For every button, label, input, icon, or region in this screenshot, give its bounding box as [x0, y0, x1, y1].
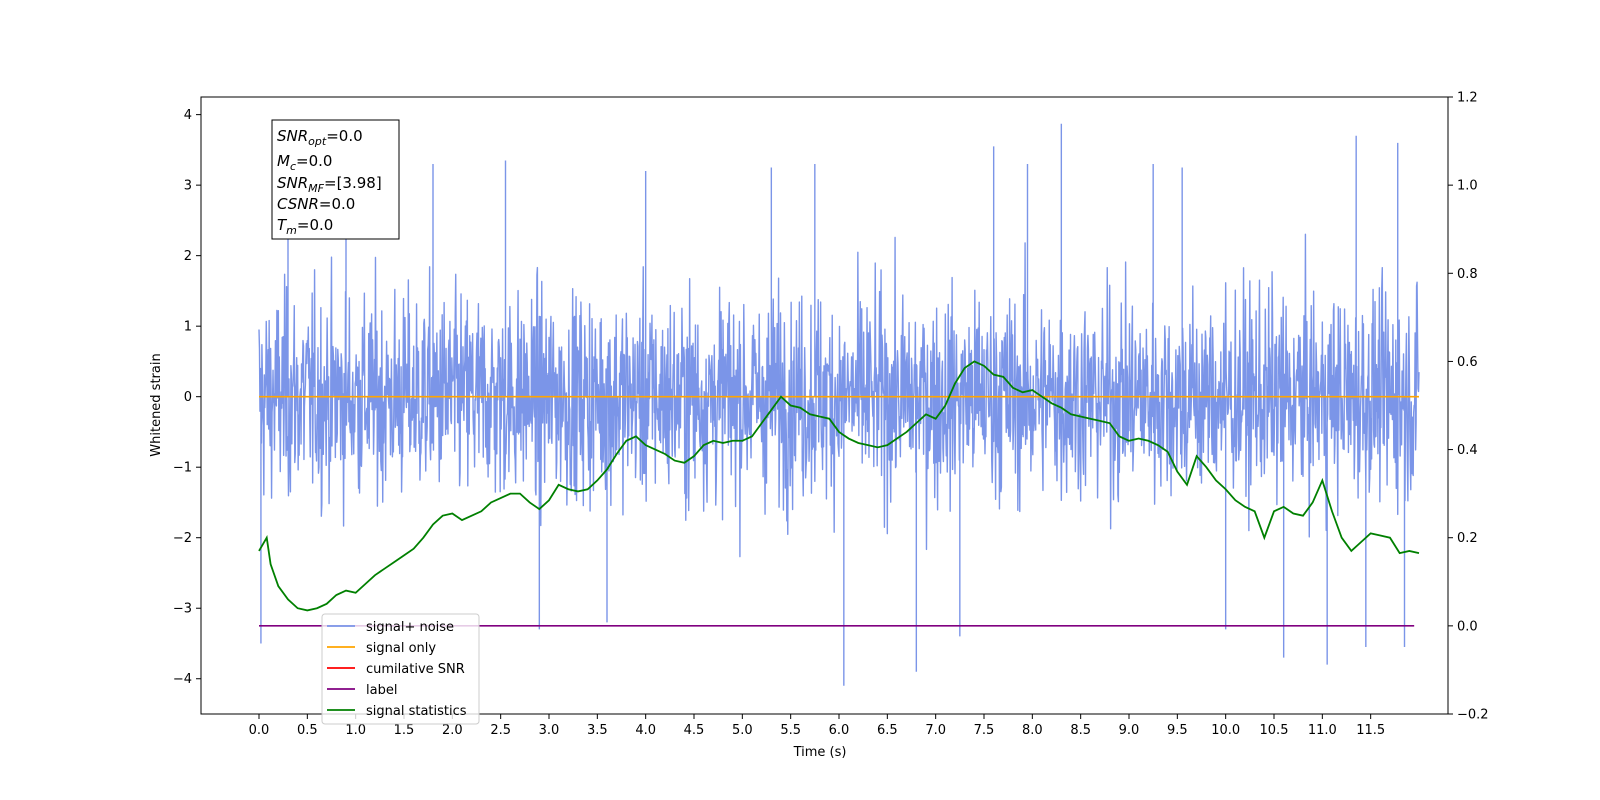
- series-signal-statistics: [258, 360, 1420, 612]
- legend-label: signal+ noise: [366, 620, 454, 635]
- x-tick-label: 4.5: [684, 723, 705, 738]
- y-tick-label: 1: [184, 320, 192, 335]
- x-tick-label: 3.0: [539, 723, 560, 738]
- legend: signal+ noise signal only cumilative SNR la…: [321, 613, 480, 725]
- info-line: SNRopt=0.0: [277, 127, 363, 148]
- x-tick-label: 11.5: [1356, 723, 1385, 738]
- y-axis-label: Whitened strain: [149, 353, 164, 456]
- x-tick-label: 11.0: [1308, 723, 1337, 738]
- y2-tick-label: 0.6: [1457, 355, 1478, 370]
- legend-label: signal statistics: [366, 704, 467, 719]
- y2-tick-label: 0.2: [1457, 531, 1478, 546]
- x-tick-label: 10.0: [1211, 723, 1240, 738]
- plot-area: [258, 123, 1420, 686]
- x-tick-label: 5.0: [732, 723, 753, 738]
- y-tick-label: 4: [184, 108, 192, 123]
- info-line: Mc=0.0: [277, 152, 332, 173]
- x-axis-label: Time (s): [793, 745, 847, 760]
- series-signal-noise: [258, 123, 1420, 686]
- x-tick-label: 2.0: [442, 723, 463, 738]
- y-axis-left: 4 3 2 1 0 −1 −2 −3 −4: [173, 108, 201, 687]
- x-tick-label: 0.5: [297, 723, 318, 738]
- x-tick-label: 6.5: [877, 723, 898, 738]
- x-tick-label: 2.5: [490, 723, 511, 738]
- x-tick-label: 6.0: [829, 723, 850, 738]
- x-tick-label: 7.5: [974, 723, 995, 738]
- y-tick-label: −1: [173, 461, 192, 476]
- y2-tick-label: 0.4: [1457, 443, 1478, 458]
- legend-frame: [321, 613, 480, 725]
- y-tick-label: −2: [173, 531, 192, 546]
- y-tick-label: −4: [173, 672, 192, 687]
- x-tick-label: 1.0: [345, 723, 366, 738]
- y-tick-label: 2: [184, 249, 192, 264]
- legend-label: signal only: [366, 641, 436, 656]
- info-line: SNRMF=[3.98]: [277, 174, 382, 195]
- legend-label: cumilative SNR: [366, 662, 465, 677]
- y-axis-right: 1.2 1.0 0.8 0.6 0.4 0.2 0.0 −0.2: [1448, 91, 1489, 723]
- info-line: CSNR=0.0: [277, 195, 355, 213]
- x-tick-label: 1.5: [394, 723, 415, 738]
- plot-frame: [200, 96, 1449, 715]
- y2-tick-label: −0.2: [1457, 708, 1489, 723]
- x-tick-label: 3.5: [587, 723, 608, 738]
- x-tick-label: 0.0: [249, 723, 270, 738]
- y2-tick-label: 1.0: [1457, 179, 1478, 194]
- x-tick-label: 10.5: [1260, 723, 1289, 738]
- x-tick-label: 9.5: [1167, 723, 1188, 738]
- x-axis: 0.0 0.5 1.0 1.5 2.0 2.5 3.0 3.5 4.0 4.5 5.0 5.5 6.0 6…: [249, 714, 1385, 738]
- y2-tick-label: 0.8: [1457, 267, 1478, 282]
- y-tick-label: −3: [173, 602, 192, 617]
- y2-tick-label: 0.0: [1457, 619, 1478, 634]
- info-box-frame: [271, 119, 400, 240]
- x-tick-label: 7.0: [925, 723, 946, 738]
- y2-tick-label: 1.2: [1457, 91, 1478, 106]
- x-tick-label: 8.0: [1022, 723, 1043, 738]
- legend-label: label: [366, 683, 397, 698]
- x-tick-label: 5.5: [780, 723, 801, 738]
- x-tick-label: 9.0: [1119, 723, 1140, 738]
- info-line: Tm=0.0: [277, 216, 333, 237]
- x-tick-label: 8.5: [1070, 723, 1091, 738]
- y-tick-label: 3: [184, 179, 192, 194]
- y-tick-label: 0: [184, 390, 192, 405]
- x-tick-label: 4.0: [635, 723, 656, 738]
